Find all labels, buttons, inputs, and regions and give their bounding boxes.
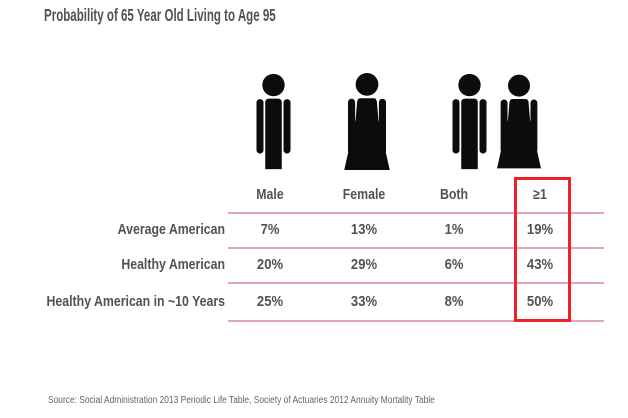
cell-value: 25% xyxy=(256,293,284,310)
cell-value: 8% xyxy=(444,293,464,310)
female-icon xyxy=(344,73,390,170)
highlight-box xyxy=(514,177,571,322)
source-note: Source: Social Administration 2013 Perio… xyxy=(48,395,435,406)
row-label: Healthy American xyxy=(121,257,225,273)
cell-value: 29% xyxy=(350,257,378,273)
row-label: Average American xyxy=(117,222,225,238)
page-title: Probability of 65 Year Old Living to Age… xyxy=(44,5,276,25)
cell-value: 1% xyxy=(444,222,464,238)
couple-female-icon xyxy=(497,74,541,169)
male-icon xyxy=(256,73,291,170)
row-divider xyxy=(228,320,604,322)
cell-value: 50% xyxy=(526,293,554,310)
cell-value: 19% xyxy=(526,222,554,238)
cell-value: 43% xyxy=(526,257,554,273)
column-header-female: Female xyxy=(342,187,386,203)
column-header-at-least-one: ≥1 xyxy=(533,187,547,203)
table-row: Average American 7% 13% 1% 19% xyxy=(0,213,628,247)
table-row: Healthy American 20% 29% 6% 43% xyxy=(0,248,628,282)
row-divider xyxy=(228,212,604,214)
cell-value: 7% xyxy=(260,222,280,238)
cell-value: 13% xyxy=(350,222,378,238)
couple-male-icon xyxy=(452,73,487,170)
row-label: Healthy American in ~10 Years xyxy=(46,293,225,310)
cell-value: 6% xyxy=(444,257,464,273)
row-divider xyxy=(228,247,604,249)
table-row: Healthy American in ~10 Years 25% 33% 8%… xyxy=(0,283,628,320)
cell-value: 33% xyxy=(350,293,378,310)
cell-value: 20% xyxy=(256,257,284,273)
column-header-both: Both xyxy=(439,187,469,203)
row-divider xyxy=(228,282,604,284)
column-header-male: Male xyxy=(256,187,284,203)
